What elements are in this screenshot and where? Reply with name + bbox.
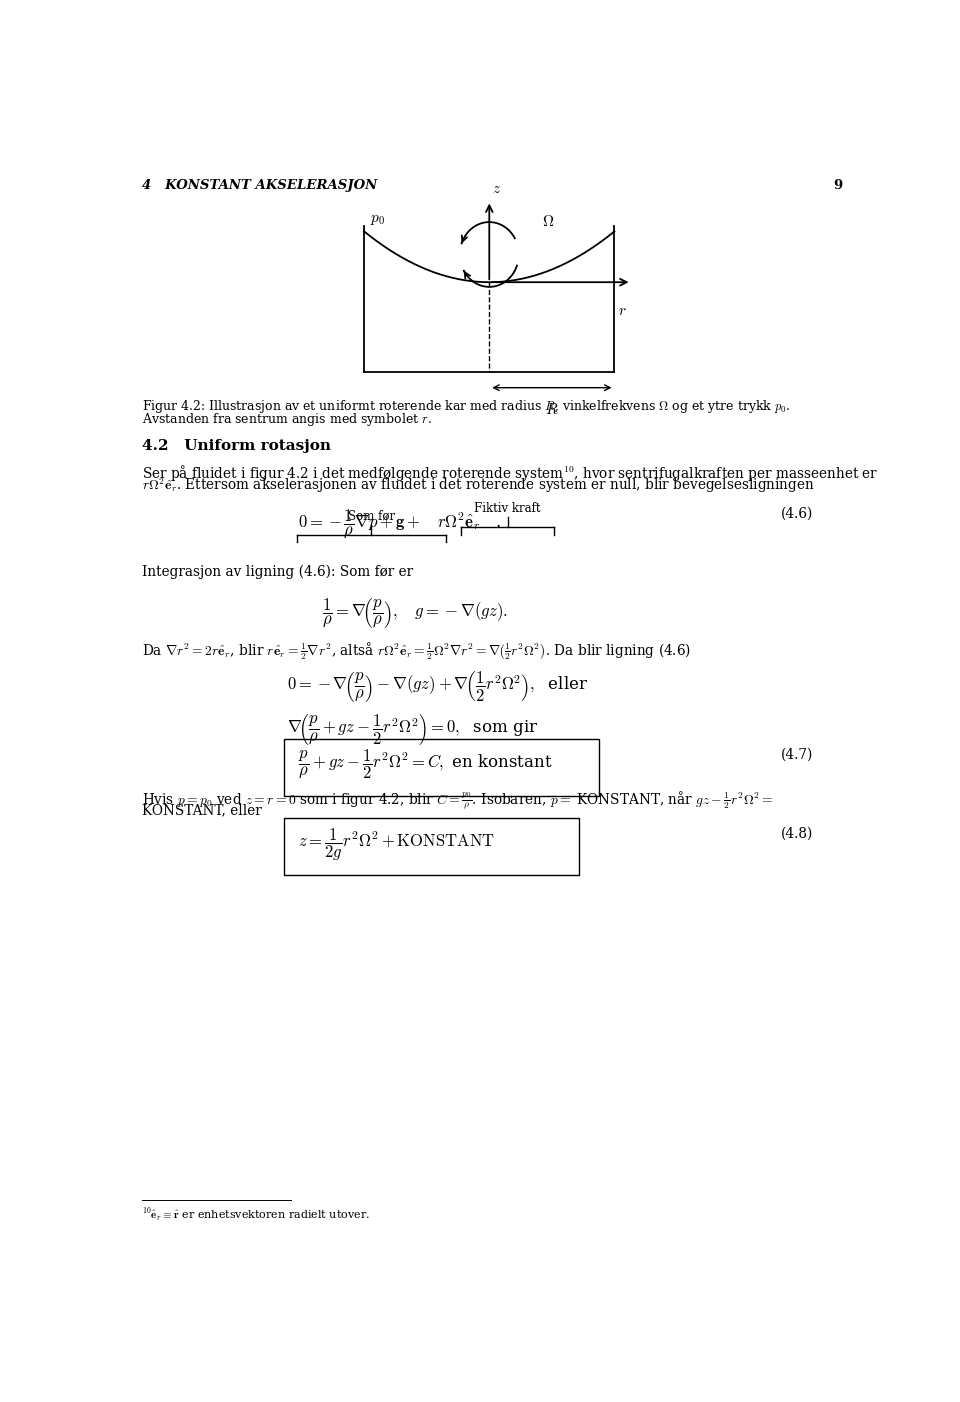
Text: Integrasjon av ligning (4.6): Som før er: Integrasjon av ligning (4.6): Som før er [142, 565, 413, 579]
Text: 9: 9 [833, 179, 842, 192]
Text: $\Omega$: $\Omega$ [542, 215, 555, 230]
Text: KONSTANT, eller: KONSTANT, eller [142, 803, 261, 817]
Text: $0 = -\dfrac{1}{\rho}\boldsymbol{\nabla} p + \mathbf{g} +\quad r\Omega^2\hat{\ma: $0 = -\dfrac{1}{\rho}\boldsymbol{\nabla}… [299, 508, 501, 540]
Text: $\boldsymbol{\nabla}\!\left(\dfrac{p}{\rho} + gz - \dfrac{1}{2}r^2\Omega^2\right: $\boldsymbol{\nabla}\!\left(\dfrac{p}{\r… [287, 712, 538, 747]
Text: $\dfrac{p}{\rho} + gz - \dfrac{1}{2}r^2\Omega^2 = C,$ en konstant: $\dfrac{p}{\rho} + gz - \dfrac{1}{2}r^2\… [299, 747, 553, 780]
Text: 4   KONSTANT AKSELERASJON: 4 KONSTANT AKSELERASJON [142, 179, 377, 192]
Text: $^{10}\hat{\mathbf{e}}_r \equiv \hat{\mathbf{r}}$ er enhetsvektoren radielt utov: $^{10}\hat{\mathbf{e}}_r \equiv \hat{\ma… [142, 1206, 370, 1223]
Text: Da $\boldsymbol{\nabla} r^2 = 2r\hat{\mathbf{e}}_r$, blir $r\hat{\mathbf{e}}_r =: Da $\boldsymbol{\nabla} r^2 = 2r\hat{\ma… [142, 641, 691, 662]
Text: 4.2   Uniform rotasjon: 4.2 Uniform rotasjon [142, 439, 330, 453]
FancyBboxPatch shape [284, 817, 580, 875]
Text: Fiktiv kraft: Fiktiv kraft [474, 502, 540, 515]
Text: Som før: Som før [348, 510, 395, 523]
Text: $r\Omega^2\hat{\mathbf{e}}_r$. Ettersom akselerasjonen av fluidet i det roterend: $r\Omega^2\hat{\mathbf{e}}_r$. Ettersom … [142, 477, 814, 495]
FancyBboxPatch shape [284, 739, 599, 796]
Text: (4.8): (4.8) [781, 827, 814, 841]
Text: (4.6): (4.6) [781, 508, 814, 522]
Text: Hvis $p = p_0$ ved $z = r = 0$ som i figur 4.2, blir $C = \frac{p_0}{\rho}$. Iso: Hvis $p = p_0$ ved $z = r = 0$ som i fig… [142, 789, 773, 812]
Text: $0 = -\boldsymbol{\nabla}\!\left(\dfrac{p}{\rho}\right) - \boldsymbol{\nabla}(gz: $0 = -\boldsymbol{\nabla}\!\left(\dfrac{… [287, 669, 588, 704]
Text: $z$: $z$ [492, 182, 501, 196]
Text: $\dfrac{1}{\rho} = \boldsymbol{\nabla}\!\left(\dfrac{p}{\rho}\right), \quad g = : $\dfrac{1}{\rho} = \boldsymbol{\nabla}\!… [322, 596, 508, 631]
Text: (4.7): (4.7) [781, 747, 814, 761]
Text: $R$: $R$ [545, 402, 559, 416]
Text: Avstanden fra sentrum angis med symbolet $r$.: Avstanden fra sentrum angis med symbolet… [142, 411, 432, 428]
Text: Ser på fluidet i figur 4.2 i det medfølgende roterende system$^{10}$, hvor sentr: Ser på fluidet i figur 4.2 i det medfølg… [142, 463, 878, 484]
Text: Figur 4.2: Illustrasjon av et uniformt roterende kar med radius $R$, vinkelfrekv: Figur 4.2: Illustrasjon av et uniformt r… [142, 398, 790, 415]
Text: $p_0$: $p_0$ [370, 213, 385, 227]
Text: $z = \dfrac{1}{2g}r^2\Omega^2 + \mathrm{KONSTANT}$: $z = \dfrac{1}{2g}r^2\Omega^2 + \mathrm{… [299, 827, 495, 862]
Text: $r$: $r$ [618, 304, 627, 318]
